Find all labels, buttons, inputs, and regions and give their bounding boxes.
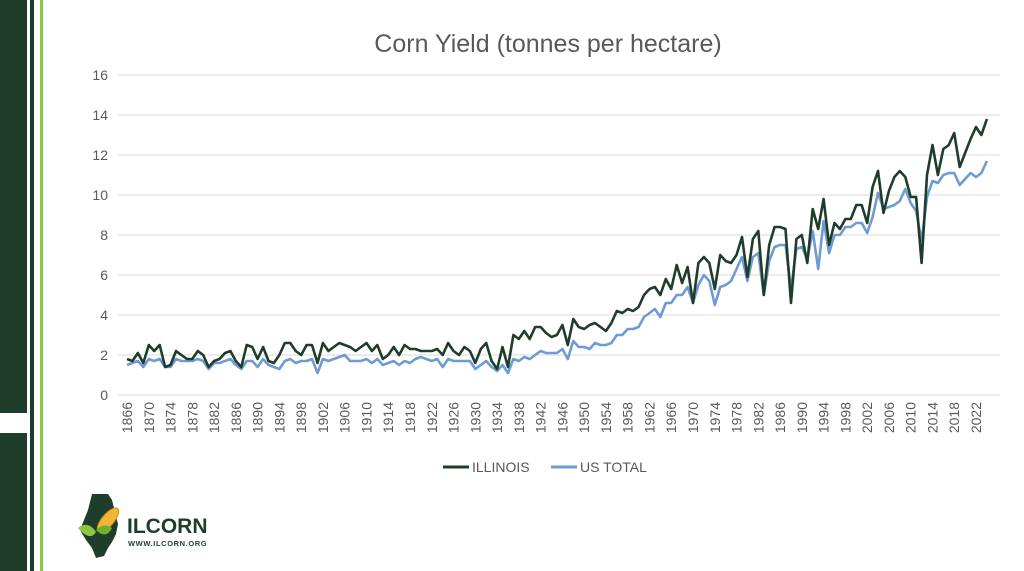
x-tick-label: 1978: [729, 402, 745, 433]
x-tick-label: 1994: [816, 402, 832, 433]
y-tick-label: 12: [92, 147, 108, 163]
x-tick-label: 1962: [641, 402, 657, 433]
x-tick-label: 1870: [141, 402, 157, 433]
x-tick-label: 1906: [337, 402, 353, 433]
x-tick-label: 1970: [685, 402, 701, 433]
x-tick-label: 1982: [750, 402, 766, 433]
legend: ILLINOIS US TOTAL: [443, 459, 647, 475]
x-tick-label: 1934: [489, 402, 505, 433]
x-tick-label: 1894: [271, 402, 287, 433]
x-tick-label: 2002: [859, 402, 875, 433]
x-tick-label: 1974: [707, 402, 723, 433]
x-tick-label: 1954: [598, 402, 614, 433]
left-thin-bar: [30, 0, 34, 571]
x-tick-label: 1938: [511, 402, 527, 433]
x-tick-label: 1922: [424, 402, 440, 433]
x-tick-label: 2014: [924, 402, 940, 433]
chart-title: Corn Yield (tonnes per hectare): [374, 30, 721, 58]
x-tick-label: 2022: [968, 402, 984, 433]
x-tick-label: 1986: [772, 402, 788, 433]
y-tick-label: 14: [92, 107, 108, 123]
x-tick-label: 1890: [250, 402, 266, 433]
x-tick-label: 1930: [467, 402, 483, 433]
x-tick-label: 1966: [663, 402, 679, 433]
x-tick-label: 1882: [206, 402, 222, 433]
y-axis-ticks: 0 2 4 6 8 10 12 14 16: [92, 67, 108, 403]
y-tick-label: 6: [100, 267, 108, 283]
logo-url: WWW.ILCORN.ORG: [128, 539, 207, 548]
series-line-us-total: [126, 160, 989, 375]
left-band-bottom: [0, 433, 27, 571]
x-tick-label: 1998: [837, 402, 853, 433]
y-tick-label: 8: [100, 227, 108, 243]
husk-leaf-icon: [78, 524, 96, 537]
x-tick-label: 1874: [163, 402, 179, 433]
x-tick-label: 1902: [315, 402, 331, 433]
x-tick-label: 1886: [228, 402, 244, 433]
x-tick-label: 2006: [881, 402, 897, 433]
x-tick-label: 1942: [533, 402, 549, 433]
left-band-top: [0, 0, 27, 413]
x-tick-label: 1990: [794, 402, 810, 433]
y-tick-label: 2: [100, 347, 108, 363]
logo-name: ILCORN: [127, 515, 208, 538]
series-line-illinois: [126, 118, 989, 371]
y-tick-label: 10: [92, 187, 108, 203]
x-tick-label: 1918: [402, 402, 418, 433]
x-tick-label: 1878: [184, 402, 200, 433]
x-axis-ticks: 1866 1870 1874 1878 1882 1886 1890 1894 1898 1902…: [119, 402, 984, 433]
x-tick-label: 1946: [554, 402, 570, 433]
x-tick-label: 1958: [620, 402, 636, 433]
series-lines: [126, 118, 989, 375]
left-accent-line: [40, 0, 43, 571]
x-tick-label: 1898: [293, 402, 309, 433]
y-tick-label: 0: [100, 387, 108, 403]
husk-leaf-icon-2: [96, 525, 112, 535]
x-tick-label: 2018: [946, 402, 962, 433]
legend-label-us-total: US TOTAL: [580, 459, 647, 475]
y-tick-label: 4: [100, 307, 108, 323]
x-tick-label: 1914: [380, 402, 396, 433]
x-tick-label: 1910: [358, 402, 374, 433]
x-tick-label: 1926: [446, 402, 462, 433]
legend-label-illinois: ILLINOIS: [472, 459, 530, 475]
y-tick-label: 16: [92, 67, 108, 83]
x-tick-label: 2010: [903, 402, 919, 433]
x-tick-label: 1866: [119, 402, 135, 433]
ilcorn-logo: ILCORN WWW.ILCORN.ORG: [78, 494, 208, 558]
x-tick-label: 1950: [576, 402, 592, 433]
